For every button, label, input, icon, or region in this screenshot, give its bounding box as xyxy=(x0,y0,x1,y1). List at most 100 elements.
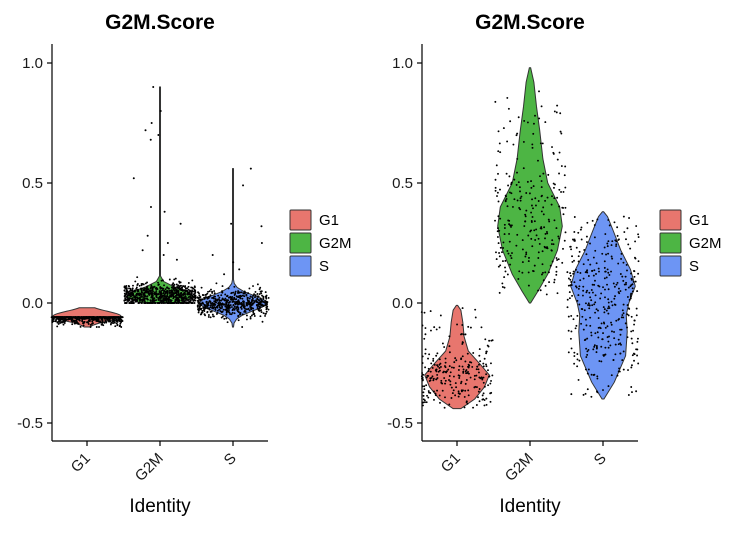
data-point xyxy=(221,310,224,313)
data-point xyxy=(436,373,439,376)
data-point xyxy=(572,238,574,241)
data-point xyxy=(182,296,185,299)
data-point xyxy=(217,304,220,307)
data-point xyxy=(540,210,543,213)
data-point xyxy=(452,366,455,369)
data-point xyxy=(610,255,613,258)
data-point xyxy=(92,318,95,321)
data-point xyxy=(616,234,619,237)
data-point xyxy=(537,159,539,162)
data-point xyxy=(151,296,154,299)
data-point xyxy=(254,294,257,297)
data-point xyxy=(485,352,488,355)
data-point xyxy=(143,294,146,296)
data-point xyxy=(199,303,202,306)
data-point xyxy=(425,376,428,379)
data-point xyxy=(607,385,610,388)
data-point xyxy=(502,241,505,244)
data-point xyxy=(601,338,604,341)
data-point xyxy=(82,322,85,325)
data-point xyxy=(210,302,213,305)
data-point xyxy=(183,300,186,303)
data-point xyxy=(575,268,577,271)
data-point xyxy=(162,254,165,256)
data-point xyxy=(602,332,604,335)
data-point xyxy=(444,357,447,360)
data-point xyxy=(132,302,135,304)
data-point xyxy=(120,319,123,322)
data-point xyxy=(504,200,507,203)
data-point xyxy=(483,399,486,401)
data-point xyxy=(133,298,136,301)
data-point xyxy=(593,344,596,347)
data-point xyxy=(180,289,183,292)
data-point xyxy=(496,195,498,197)
data-point xyxy=(83,316,86,319)
data-point xyxy=(197,311,200,314)
data-point xyxy=(179,222,182,225)
data-point xyxy=(630,330,633,333)
data-point xyxy=(128,293,131,296)
y-tick-label: 0.5 xyxy=(392,175,413,192)
data-point xyxy=(521,271,524,274)
data-point xyxy=(515,134,518,137)
data-point xyxy=(572,272,575,275)
data-point xyxy=(558,205,561,208)
data-point xyxy=(183,289,186,292)
data-point xyxy=(159,286,162,289)
data-point xyxy=(58,318,60,321)
data-point xyxy=(538,117,541,120)
data-point xyxy=(567,284,570,287)
data-point xyxy=(625,238,627,241)
data-point xyxy=(156,288,159,291)
x-ticks: G1 G2M S xyxy=(68,441,240,485)
data-point xyxy=(458,377,461,379)
data-point xyxy=(155,290,158,292)
data-point xyxy=(189,299,192,302)
data-point xyxy=(600,322,603,325)
data-point xyxy=(586,388,589,391)
data-point xyxy=(134,289,137,292)
data-point xyxy=(519,190,521,193)
data-point xyxy=(544,121,547,124)
data-point xyxy=(632,329,635,332)
data-point xyxy=(626,304,629,307)
data-point xyxy=(630,364,633,367)
data-point xyxy=(435,370,438,373)
data-point xyxy=(153,297,156,300)
data-point xyxy=(87,323,90,325)
data-point xyxy=(545,230,548,233)
data-point xyxy=(610,300,613,303)
data-point xyxy=(222,303,225,306)
data-point xyxy=(522,167,525,170)
data-point xyxy=(475,368,478,371)
data-point xyxy=(524,220,527,223)
data-point xyxy=(634,240,637,243)
data-point xyxy=(578,285,581,288)
data-point xyxy=(227,303,230,306)
x-tick-label: S xyxy=(591,450,610,469)
data-point xyxy=(427,367,430,370)
data-point xyxy=(216,311,219,314)
data-point xyxy=(253,315,256,317)
data-point xyxy=(183,293,185,296)
data-point xyxy=(473,378,476,381)
data-point xyxy=(206,307,209,310)
data-point xyxy=(607,340,610,343)
data-point xyxy=(573,281,576,284)
data-point xyxy=(189,289,192,292)
data-point xyxy=(482,381,485,384)
data-point xyxy=(140,291,143,294)
data-point xyxy=(621,314,624,316)
data-point xyxy=(199,296,202,298)
data-point xyxy=(252,309,255,312)
data-point xyxy=(264,312,267,315)
data-point xyxy=(78,316,81,319)
data-point xyxy=(573,231,576,233)
data-point xyxy=(233,285,236,288)
data-point xyxy=(547,218,550,221)
data-point xyxy=(144,291,146,294)
data-point xyxy=(467,325,470,328)
data-point xyxy=(140,287,142,290)
data-point xyxy=(164,288,167,291)
